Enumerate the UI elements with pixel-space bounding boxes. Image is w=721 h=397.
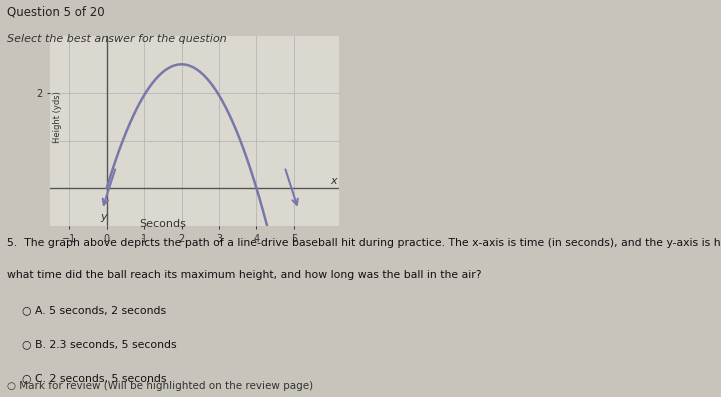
Text: x: x: [330, 176, 337, 186]
Text: Question 5 of 20: Question 5 of 20: [7, 6, 105, 19]
Text: ○ B. 2.3 seconds, 5 seconds: ○ B. 2.3 seconds, 5 seconds: [22, 339, 176, 349]
Text: ○ C. 2 seconds, 5 seconds: ○ C. 2 seconds, 5 seconds: [22, 373, 166, 383]
Text: Height (yds): Height (yds): [53, 91, 63, 143]
Text: ○ Mark for review (Will be highlighted on the review page): ○ Mark for review (Will be highlighted o…: [7, 381, 314, 391]
Text: y: y: [100, 212, 107, 222]
Text: ○ A. 5 seconds, 2 seconds: ○ A. 5 seconds, 2 seconds: [22, 306, 166, 316]
Text: Seconds: Seconds: [139, 219, 186, 229]
Text: 5.  The graph above depicts the path of a line-drive baseball hit during practic: 5. The graph above depicts the path of a…: [7, 238, 721, 248]
Text: what time did the ball reach its maximum height, and how long was the ball in th: what time did the ball reach its maximum…: [7, 270, 482, 280]
Text: Select the best answer for the question: Select the best answer for the question: [7, 34, 227, 44]
